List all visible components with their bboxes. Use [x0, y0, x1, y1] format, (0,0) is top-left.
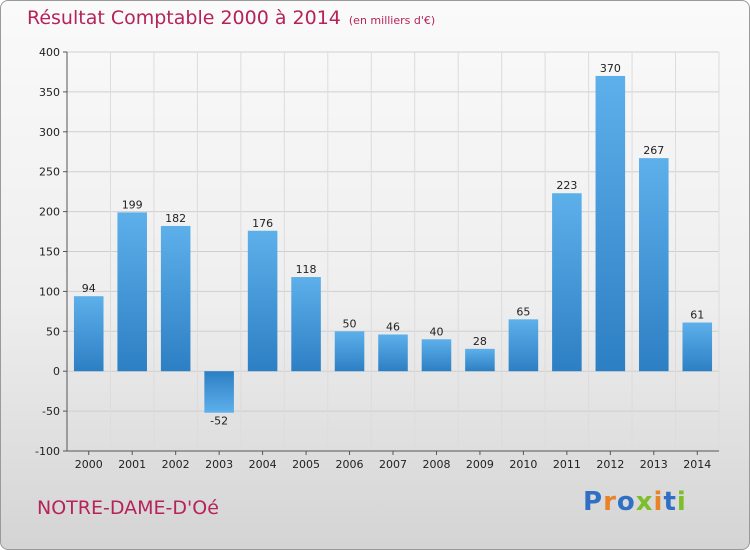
- bar: [117, 212, 147, 372]
- y-tick-label: 200: [39, 206, 60, 219]
- x-tick-label: 2006: [336, 458, 364, 471]
- data-label: 370: [600, 62, 621, 75]
- x-tick-label: 2004: [249, 458, 277, 471]
- town-name: NOTRE-DAME-D'Oé: [37, 497, 219, 519]
- x-tick-label: 2011: [553, 458, 581, 471]
- bar: [247, 230, 278, 372]
- logo-letter: t: [663, 487, 677, 517]
- y-tick-label: -50: [42, 405, 60, 418]
- data-label: 267: [643, 144, 664, 157]
- y-tick-label: 100: [39, 285, 60, 298]
- data-label: 223: [556, 179, 577, 192]
- x-tick-label: 2009: [466, 458, 494, 471]
- bar: [595, 75, 626, 372]
- logo-letter: o: [616, 487, 636, 517]
- data-label: 176: [252, 217, 273, 230]
- data-label: 46: [386, 320, 400, 333]
- logo-letter: i: [676, 487, 687, 517]
- data-label: 65: [516, 305, 530, 318]
- logo-letter: P: [583, 487, 604, 517]
- bar: [552, 193, 582, 372]
- data-label: 118: [296, 263, 317, 276]
- y-tick-label: 0: [53, 365, 60, 378]
- bar: [508, 319, 539, 372]
- data-label: 94: [82, 282, 96, 295]
- y-tick-label: 250: [39, 166, 60, 179]
- x-tick-label: 2012: [596, 458, 624, 471]
- logo-letter: i: [653, 487, 664, 517]
- bar: [204, 371, 234, 413]
- x-tick-label: 2001: [118, 458, 146, 471]
- chart-title: Résultat Comptable 2000 à 2014: [27, 7, 341, 29]
- x-tick-label: 2003: [205, 458, 233, 471]
- y-tick-label: 300: [39, 126, 60, 139]
- x-tick-label: 2007: [379, 458, 407, 471]
- x-tick-label: 2000: [75, 458, 103, 471]
- x-tick-label: 2014: [683, 458, 711, 471]
- axes: [63, 51, 719, 455]
- data-label: 182: [165, 212, 186, 225]
- bar: [421, 339, 452, 372]
- bar: [639, 158, 669, 372]
- bar: [465, 348, 495, 372]
- data-label: 28: [473, 335, 487, 348]
- x-tick-label: 2002: [162, 458, 190, 471]
- chart-title-line: Résultat Comptable 2000 à 2014 (en millie…: [27, 7, 435, 29]
- x-tick-label: 2005: [292, 458, 320, 471]
- x-tick-label: 2013: [640, 458, 668, 471]
- logo-letter: x: [635, 487, 654, 517]
- data-label: 61: [690, 309, 704, 322]
- bar: [378, 334, 408, 372]
- y-tick-label: -100: [35, 445, 60, 458]
- x-tick-label: 2008: [422, 458, 450, 471]
- data-label: 199: [122, 198, 143, 211]
- data-label: 50: [343, 317, 357, 330]
- y-tick-label: 50: [46, 325, 60, 338]
- bar: [160, 225, 191, 372]
- bar: [73, 296, 104, 372]
- y-tick-label: 150: [39, 246, 60, 259]
- y-tick-label: 350: [39, 86, 60, 99]
- chart-subtitle: (en milliers d'€): [348, 14, 436, 27]
- bar: [291, 277, 321, 372]
- labels: -100-50050100150200250300350400200094200…: [35, 46, 711, 471]
- logo-letter: r: [603, 487, 617, 517]
- bar: [334, 331, 365, 372]
- data-label: 40: [429, 325, 443, 338]
- y-tick-label: 400: [39, 46, 60, 59]
- bars: [73, 75, 713, 413]
- proxiti-logo: Proxiti: [583, 487, 687, 517]
- bar: [682, 322, 713, 372]
- x-tick-label: 2010: [509, 458, 537, 471]
- data-label: -52: [210, 415, 228, 428]
